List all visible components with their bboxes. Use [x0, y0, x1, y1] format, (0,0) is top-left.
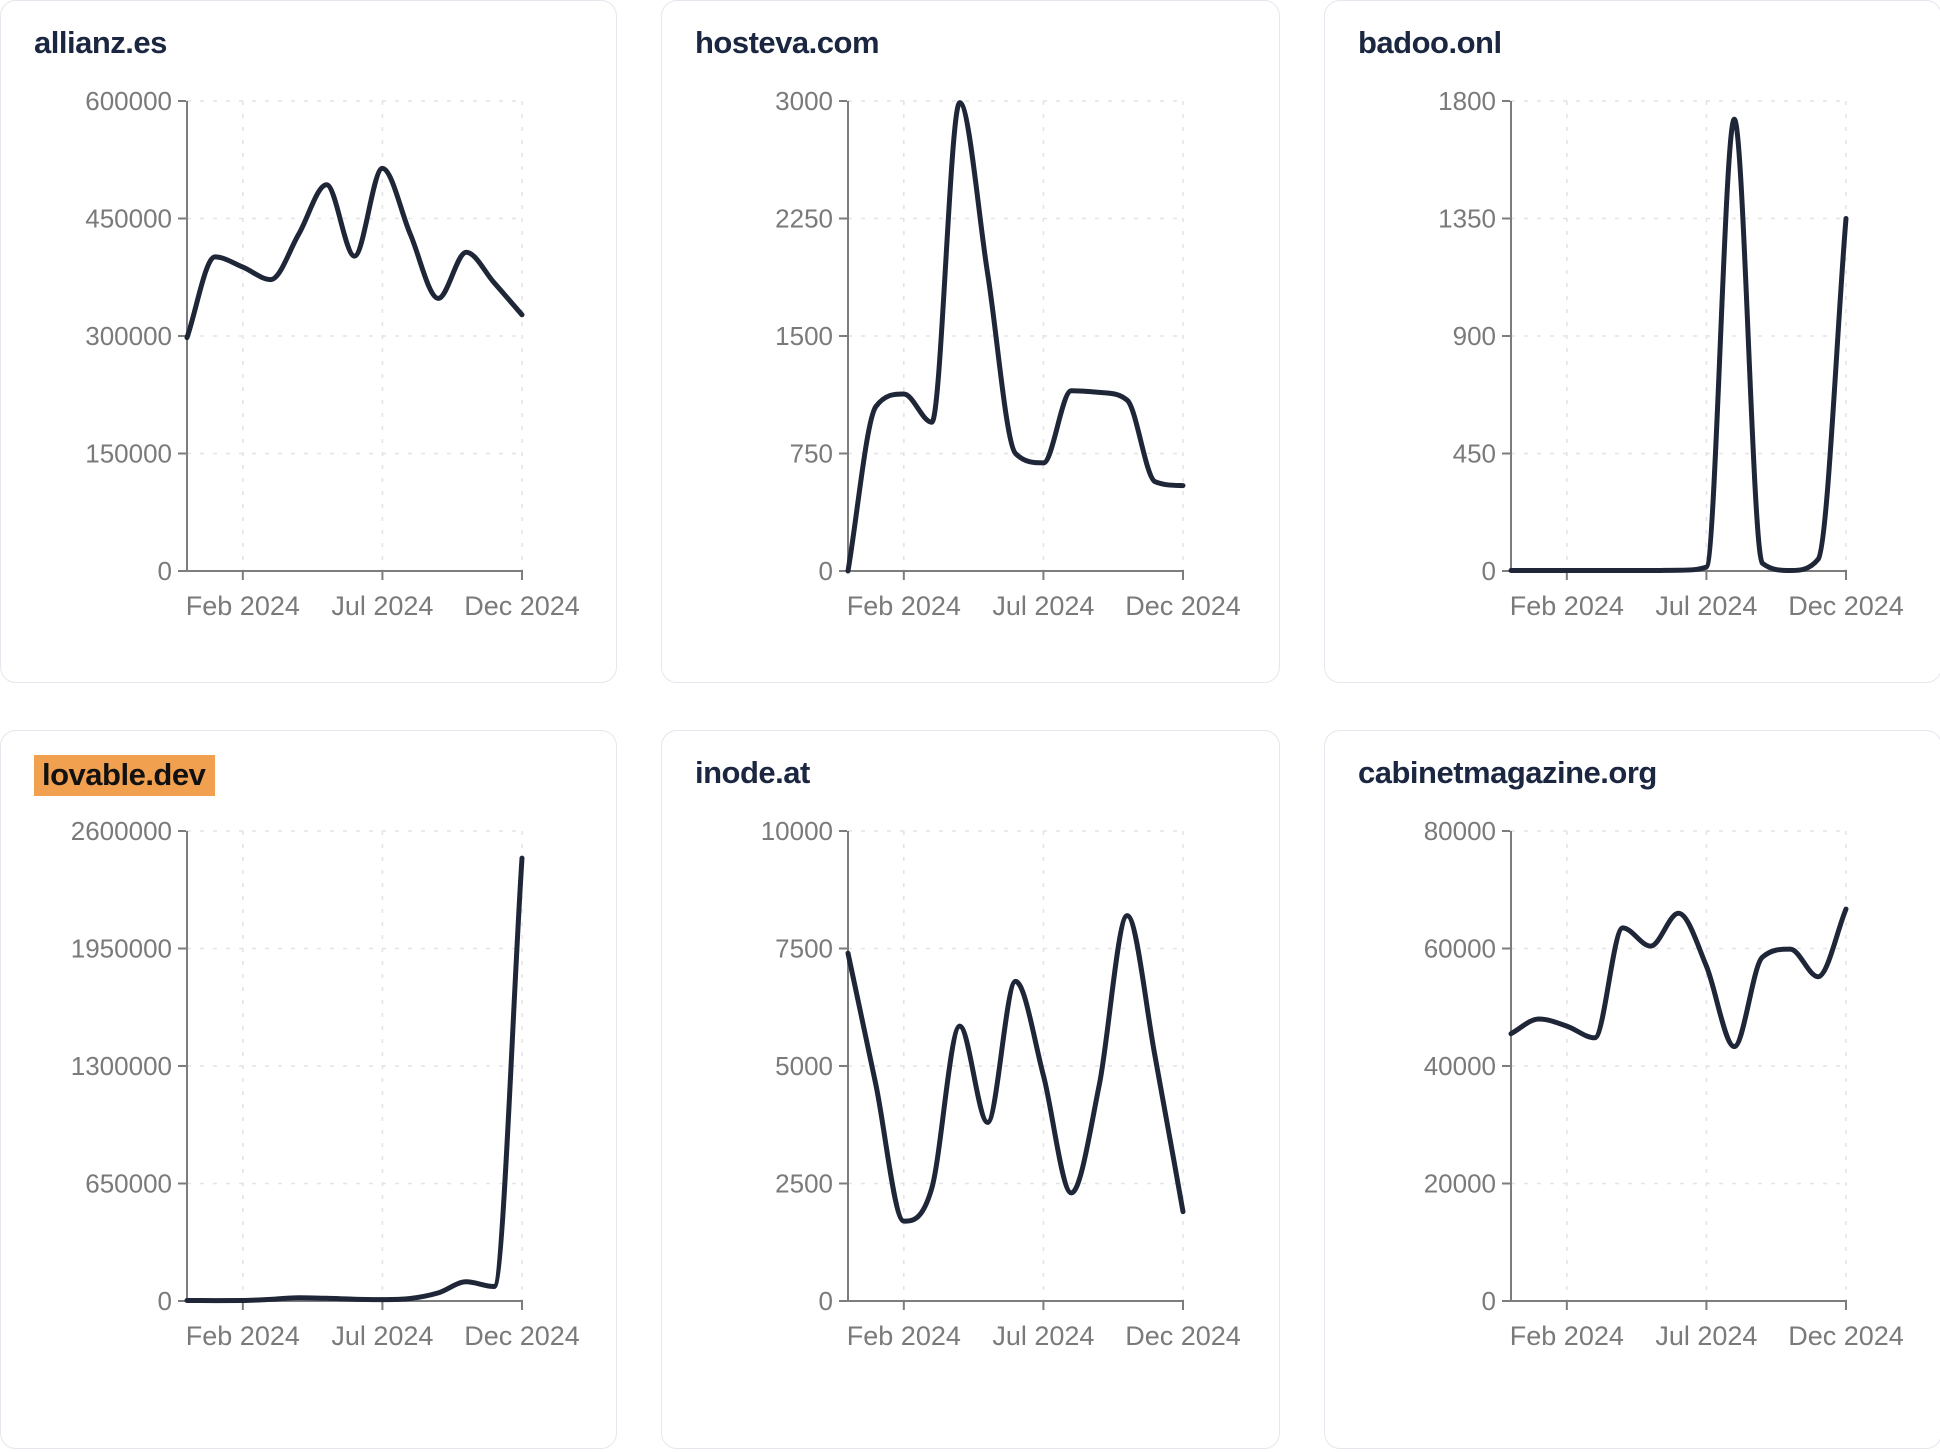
x-tick-label: Dec 2024 — [1788, 591, 1904, 621]
x-tick-label: Dec 2024 — [1125, 1321, 1241, 1351]
y-tick-label: 0 — [158, 556, 172, 586]
y-tick-label: 600000 — [85, 86, 172, 116]
x-tick-label: Jul 2024 — [1655, 591, 1757, 621]
chart-title-text: hosteva.com — [695, 25, 880, 60]
chart-card-cabinetmagazine: cabinetmagazine.org 0 20000 40000 60000 8000… — [1324, 730, 1940, 1449]
x-tick-label: Feb 2024 — [847, 1321, 961, 1351]
chart-title: inode.at — [662, 731, 1279, 801]
y-tick-label: 5000 — [775, 1051, 833, 1081]
chart-card-inode: inode.at 0 2500 5000 7500 10000 Feb 2024 Jul 2… — [661, 730, 1280, 1449]
y-tick-label: 40000 — [1424, 1051, 1496, 1081]
y-tick-label: 0 — [819, 556, 833, 586]
y-tick-label: 0 — [1482, 556, 1496, 586]
y-tick-label: 1350 — [1438, 204, 1496, 234]
x-tick-label: Dec 2024 — [1125, 591, 1241, 621]
series-line — [845, 913, 1186, 1224]
line-chart: 0 650000 1300000 1950000 2600000 Feb 2024 Jul … — [71, 816, 580, 1351]
chart-title-text: cabinetmagazine.org — [1358, 755, 1657, 790]
series-line — [184, 855, 525, 1304]
chart-title-text: badoo.onl — [1358, 25, 1502, 60]
line-chart: 0 20000 40000 60000 80000 Feb 2024 Jul 2024 Dec… — [1424, 816, 1904, 1351]
y-tick-label: 80000 — [1424, 816, 1496, 846]
x-tick-label: Jul 2024 — [1655, 1321, 1757, 1351]
x-tick-label: Feb 2024 — [186, 1321, 300, 1351]
chart-title-text: inode.at — [695, 755, 810, 790]
line-chart: 0 2500 5000 7500 10000 Feb 2024 Jul 2024 Dec 20… — [761, 816, 1241, 1351]
x-tick-label: Jul 2024 — [331, 591, 433, 621]
y-tick-label: 60000 — [1424, 934, 1496, 964]
x-tick-label: Dec 2024 — [1788, 1321, 1904, 1351]
y-tick-label: 7500 — [775, 934, 833, 964]
chart-card-lovable: lovable.dev 0 650000 1300000 1950000 2600000… — [0, 730, 617, 1449]
chart-title: cabinetmagazine.org — [1325, 731, 1940, 801]
chart-card-allianz: allianz.es 0 150000 300000 450000 600000 Feb … — [0, 0, 617, 683]
y-tick-label: 900 — [1453, 321, 1496, 351]
y-tick-label: 150000 — [85, 439, 172, 469]
x-tick-label: Dec 2024 — [464, 1321, 580, 1351]
line-chart: 0 450 900 1350 1800 Feb 2024 Jul 2024 Dec 2024 — [1438, 86, 1904, 621]
y-tick-label: 1300000 — [71, 1051, 172, 1081]
y-tick-label: 2600000 — [71, 816, 172, 846]
y-tick-label: 300000 — [85, 321, 172, 351]
y-tick-label: 2500 — [775, 1169, 833, 1199]
line-chart: 0 750 1500 2250 3000 Feb 2024 Jul 2024 Dec 2024 — [775, 86, 1241, 621]
y-tick-label: 450000 — [85, 204, 172, 234]
chart-title-text: allianz.es — [34, 25, 167, 60]
chart-card-hosteva: hosteva.com 0 750 1500 2250 3000 Feb 2024 Jul … — [661, 0, 1280, 683]
y-tick-label: 1800 — [1438, 86, 1496, 116]
y-tick-label: 0 — [819, 1286, 833, 1316]
chart-title: lovable.dev — [1, 731, 616, 801]
y-tick-label: 0 — [1482, 1286, 1496, 1316]
x-tick-label: Jul 2024 — [992, 1321, 1094, 1351]
chart-title: badoo.onl — [1325, 1, 1940, 71]
x-tick-label: Dec 2024 — [464, 591, 580, 621]
chart-title: allianz.es — [1, 1, 616, 71]
y-tick-label: 10000 — [761, 816, 833, 846]
series-line — [1508, 906, 1849, 1050]
series-line — [184, 165, 525, 341]
y-tick-label: 650000 — [85, 1169, 172, 1199]
line-chart: 0 150000 300000 450000 600000 Feb 2024 Jul 202… — [85, 86, 580, 621]
y-tick-label: 0 — [158, 1286, 172, 1316]
y-tick-label: 3000 — [775, 86, 833, 116]
y-tick-label: 2250 — [775, 204, 833, 234]
chart-title: hosteva.com — [662, 1, 1279, 71]
y-tick-label: 20000 — [1424, 1169, 1496, 1199]
x-tick-label: Jul 2024 — [331, 1321, 433, 1351]
x-tick-label: Feb 2024 — [1510, 1321, 1624, 1351]
series-line — [1508, 116, 1849, 573]
y-tick-label: 1500 — [775, 321, 833, 351]
y-tick-label: 1950000 — [71, 934, 172, 964]
y-tick-label: 750 — [790, 439, 833, 469]
x-tick-label: Feb 2024 — [186, 591, 300, 621]
x-tick-label: Feb 2024 — [1510, 591, 1624, 621]
x-tick-label: Feb 2024 — [847, 591, 961, 621]
chart-title-text: lovable.dev — [34, 755, 216, 796]
x-tick-label: Jul 2024 — [992, 591, 1094, 621]
y-tick-label: 450 — [1453, 439, 1496, 469]
series-line — [845, 100, 1186, 574]
chart-card-badoo: badoo.onl 0 450 900 1350 1800 Feb 2024 Jul 202… — [1324, 0, 1940, 683]
